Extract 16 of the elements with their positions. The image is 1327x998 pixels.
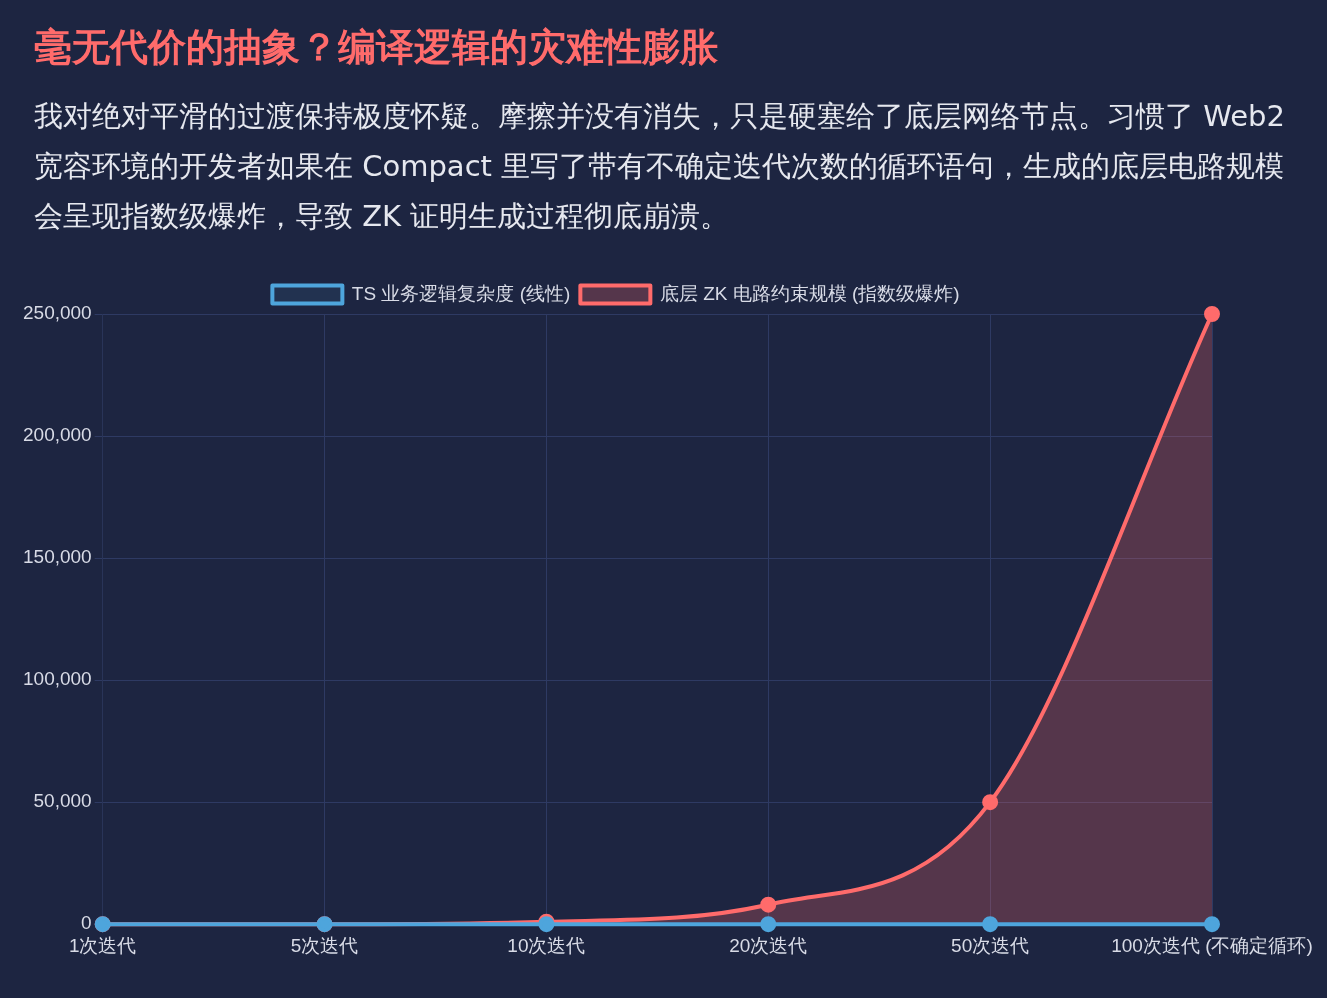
- y-tick-label: 250,000: [22, 302, 92, 324]
- x-tick-label: 1次迭代: [68, 934, 137, 956]
- x-tick-label: 50次迭代: [951, 934, 1030, 956]
- y-tick-label: 200,000: [22, 424, 92, 446]
- x-tick-label: 10次迭代: [507, 934, 586, 956]
- x-tick-label: 100次迭代 (不确定循环): [1111, 934, 1313, 956]
- y-tick-label: 50,000: [33, 790, 92, 812]
- legend-label: TS 业务逻辑复杂度 (线性): [351, 282, 571, 304]
- x-tick-label: 20次迭代: [729, 934, 808, 956]
- y-tick-label: 100,000: [22, 668, 92, 690]
- y-tick-label: 150,000: [22, 546, 92, 568]
- chart-subtitle: 我对绝对平滑的过渡保持极度怀疑。摩擦并没有消失，只是硬塞给了底层网络节点。习惯了 Web2 宽容环境的开发者如果在 Compact 里写了带有不确定迭代次数的循环语句，生成的底层电路规模会呈现指数级爆炸，导致 ZK 证明生成过程彻底崩溃。: [34, 98, 1286, 235]
- x-tick-label: 5次迭代: [290, 934, 359, 956]
- chart-title: 毫无代价的抽象？编译逻辑的灾难性膨胀: [34, 24, 719, 71]
- legend-label: 底层 ZK 电路约束规模 (指数级爆炸): [659, 282, 960, 304]
- y-tick-label: 0: [81, 912, 92, 934]
